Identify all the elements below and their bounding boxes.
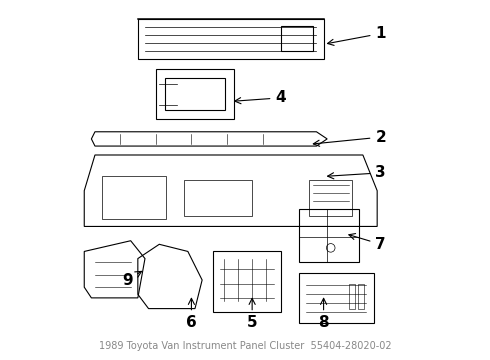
Text: 8: 8 bbox=[318, 298, 329, 330]
Text: 1989 Toyota Van Instrument Panel Cluster  55404-28020-02: 1989 Toyota Van Instrument Panel Cluster… bbox=[98, 342, 392, 351]
Text: 5: 5 bbox=[247, 298, 257, 330]
Text: 4: 4 bbox=[235, 90, 286, 105]
Text: 6: 6 bbox=[186, 298, 197, 330]
Text: 1: 1 bbox=[327, 26, 386, 45]
Text: 9: 9 bbox=[122, 271, 142, 288]
Text: 2: 2 bbox=[313, 130, 386, 146]
Text: 3: 3 bbox=[328, 165, 386, 180]
Text: 7: 7 bbox=[349, 234, 386, 252]
